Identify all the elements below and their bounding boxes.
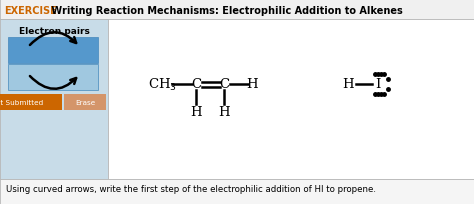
Text: Electron pairs: Electron pairs bbox=[18, 27, 90, 36]
Text: Using curved arrows, write the first step of the electrophilic addition of HI to: Using curved arrows, write the first ste… bbox=[6, 185, 376, 194]
Text: H: H bbox=[218, 106, 230, 119]
FancyBboxPatch shape bbox=[0, 0, 474, 20]
Text: H: H bbox=[342, 78, 354, 91]
Text: EXERCISE: EXERCISE bbox=[4, 6, 57, 16]
FancyBboxPatch shape bbox=[0, 20, 108, 179]
Text: H: H bbox=[190, 106, 202, 119]
FancyBboxPatch shape bbox=[0, 179, 474, 204]
Text: I: I bbox=[375, 78, 381, 91]
Text: ot Submitted: ot Submitted bbox=[0, 100, 43, 105]
FancyBboxPatch shape bbox=[8, 65, 98, 91]
FancyBboxPatch shape bbox=[8, 38, 98, 64]
Text: C: C bbox=[219, 78, 229, 91]
Text: CH$_3$: CH$_3$ bbox=[148, 76, 177, 93]
FancyBboxPatch shape bbox=[108, 20, 474, 179]
Text: H: H bbox=[246, 78, 258, 91]
Text: C: C bbox=[191, 78, 201, 91]
Text: Writing Reaction Mechanisms: Electrophilic Addition to Alkenes: Writing Reaction Mechanisms: Electrophil… bbox=[48, 6, 403, 16]
Text: Erase: Erase bbox=[75, 100, 95, 105]
FancyBboxPatch shape bbox=[64, 94, 106, 110]
FancyBboxPatch shape bbox=[0, 94, 62, 110]
